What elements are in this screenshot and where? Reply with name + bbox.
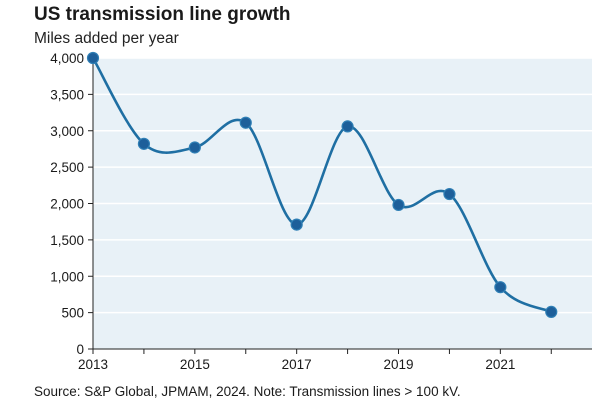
x-tick-label: 2015 [180, 357, 210, 372]
y-tick-label: 0 [76, 342, 84, 357]
chart-title: US transmission line growth [34, 4, 291, 25]
x-tick-label: 2021 [485, 357, 515, 372]
y-tick-label: 3,500 [50, 87, 84, 102]
chart-subtitle: Miles added per year [34, 30, 179, 47]
data-point [443, 187, 456, 201]
data-point [239, 116, 252, 129]
y-tick-label: 1,500 [50, 233, 84, 248]
data-point [341, 120, 354, 133]
y-tick-label: 2,000 [50, 197, 84, 212]
series-line [91, 57, 552, 314]
data-point [137, 137, 151, 150]
data-point [290, 218, 303, 231]
data-point [392, 198, 405, 212]
y-tick-label: 2,500 [50, 160, 84, 175]
y-tick-label: 3,000 [50, 124, 84, 139]
chart-source-note: Source: S&P Global, JPMAM, 2024. Note: T… [34, 384, 461, 399]
y-tick-label: 1,000 [50, 269, 84, 284]
x-tick-label: 2019 [383, 357, 413, 372]
data-point [494, 281, 507, 294]
x-tick-label: 2013 [78, 357, 108, 372]
data-point [188, 141, 201, 154]
data-point [545, 305, 558, 318]
data-point [86, 51, 100, 65]
y-tick-label: 4,000 [50, 51, 84, 66]
x-tick-label: 2017 [282, 357, 312, 372]
y-tick-label: 500 [61, 306, 84, 321]
